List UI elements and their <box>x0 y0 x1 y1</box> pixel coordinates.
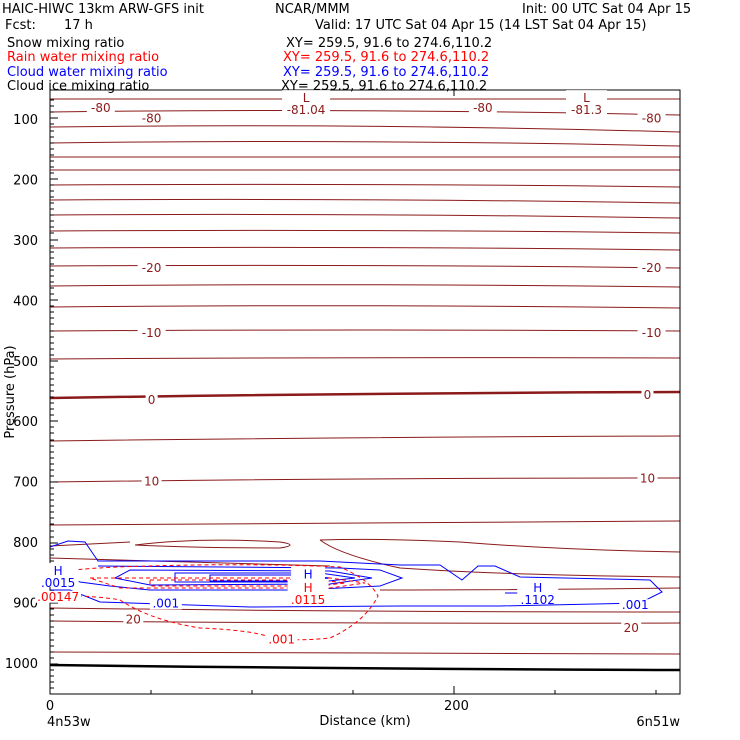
high-marker: H <box>533 581 542 595</box>
contour-label-bg <box>123 613 144 626</box>
extremum-bg <box>517 579 559 604</box>
extremum-bg <box>566 90 608 115</box>
y-tick-label: 300 <box>13 234 38 249</box>
temperature-contour-label: -80 <box>473 101 493 115</box>
org-label: NCAR/MMM <box>275 2 350 17</box>
contour-label-bg <box>141 475 162 488</box>
y-tick-label: 800 <box>13 536 38 551</box>
temperature-contour-label: 0 <box>644 388 652 402</box>
temperature-contour-label: -20 <box>642 261 662 275</box>
axes <box>49 89 681 695</box>
y-tick-label: 100 <box>13 113 38 128</box>
x-axis-title: Distance (km) <box>319 714 410 729</box>
high-marker: H <box>304 581 313 595</box>
x-tick-label: 200 <box>444 699 469 714</box>
y-tick-label: 1000 <box>5 657 38 672</box>
contour-label-bg <box>468 102 497 115</box>
y-tick-label: 900 <box>13 596 38 611</box>
contour-label-bg <box>137 326 166 339</box>
extremum-value: .1102 <box>521 593 555 607</box>
mixing-ratio-contour-label: .001 <box>622 598 649 612</box>
temperature-contour-label: 20 <box>126 613 141 627</box>
model-title: HAIC-HIWC 13km ARW-GFS init <box>2 2 204 17</box>
field-snow-xy: XY= 259.5, 91.6 to 274.6,110.2 <box>286 36 493 51</box>
contour-label-bg <box>35 590 82 603</box>
contour-label-bg <box>86 102 115 115</box>
temperature-contour-label: -20 <box>142 261 162 275</box>
temperature-contour-label: -10 <box>642 326 662 340</box>
field-cloudwater-xy: XY= 259.5, 91.6 to 274.6,110.2 <box>283 65 490 80</box>
y-tick-label: 700 <box>13 476 38 491</box>
temperature-contour-label: 10 <box>640 471 655 485</box>
contour-label-bg <box>137 262 166 275</box>
extremum-value: -81.3 <box>571 103 602 117</box>
contour-label-bg <box>137 112 166 125</box>
contour-label-bg <box>641 389 654 402</box>
contour-label-bg <box>145 393 158 406</box>
mixing-ratio-contour-label: .001 <box>152 596 179 610</box>
extremum-value: .0115 <box>291 593 325 607</box>
high-marker: H <box>304 568 313 582</box>
contour-label-bg <box>637 112 666 125</box>
x-end-label: 6n51w <box>636 715 680 730</box>
temperature-contour-label: 10 <box>144 474 159 488</box>
field-snow-name: Snow mixing ratio <box>7 36 125 51</box>
extremum-value: .0015 <box>41 576 75 590</box>
x-tick-label: 0 <box>46 699 54 714</box>
contour-label-bg <box>621 622 642 635</box>
extremum-bg <box>282 90 331 115</box>
extremum-bg <box>37 563 79 588</box>
x-start-label: 4n53w <box>47 715 91 730</box>
extremum-value: -81.04 <box>287 103 326 117</box>
low-marker: L <box>583 91 590 105</box>
field-rain-name: Rain water mixing ratio <box>7 50 160 65</box>
valid-time: Valid: 17 UTC Sat 04 Apr 15 (14 LST Sat … <box>315 18 647 33</box>
init-time: Init: 00 UTC Sat 04 Apr 15 <box>522 2 692 17</box>
temperature-contour-label: -80 <box>91 101 111 115</box>
temperature-contour-label: -80 <box>642 111 662 125</box>
contour-label-bg <box>637 326 666 339</box>
extremum-bg <box>287 579 329 604</box>
temperature-contour-label: 0 <box>148 393 156 407</box>
y-tick-label: 400 <box>13 294 38 309</box>
high-marker: H <box>54 564 63 578</box>
rain-water-contours <box>49 564 379 641</box>
mixing-ratio-contour-label: .00147 <box>37 590 79 604</box>
contour-label-bg <box>637 262 666 275</box>
y-axis-title: Pressure (hPa) <box>3 345 18 438</box>
low-marker: L <box>303 91 310 105</box>
field-cloudwater-name: Cloud water mixing ratio <box>7 65 168 80</box>
contour-label-bg <box>619 599 652 612</box>
y-tick-label: 600 <box>13 415 38 430</box>
cloud-water-contours <box>49 540 663 608</box>
y-tick-label: 500 <box>13 355 38 370</box>
temperature-contour-label: 20 <box>624 621 639 635</box>
forecast-label: Fcst: <box>5 18 36 33</box>
contour-label-bg <box>637 472 658 485</box>
mixing-ratio-contour-label: .001 <box>268 633 295 647</box>
temperature-contour-label: -10 <box>142 326 162 340</box>
contour-label-bg <box>149 597 182 610</box>
y-tick-label: 200 <box>13 174 38 189</box>
temperature-contour-label: -80 <box>142 111 162 125</box>
forecast-hours: 17 h <box>64 18 93 33</box>
contour-label-bg <box>265 633 298 646</box>
field-rain-xy: XY= 259.5, 91.6 to 274.6,110.2 <box>283 50 490 65</box>
